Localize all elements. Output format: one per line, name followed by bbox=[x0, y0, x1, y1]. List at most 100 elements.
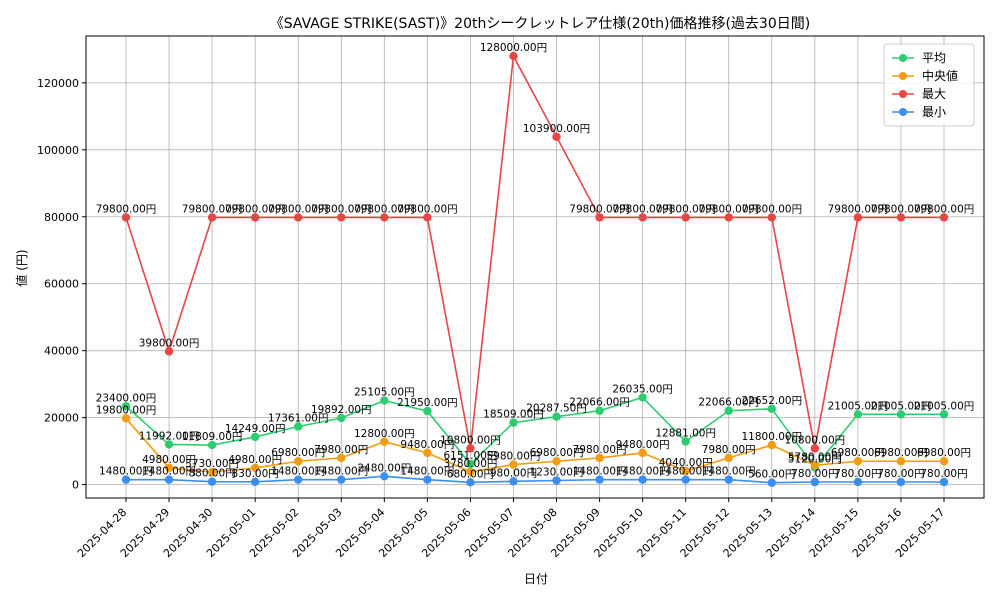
data-point bbox=[595, 213, 604, 222]
data-label: 79800.00円 bbox=[914, 203, 975, 215]
data-label: 22066.00円 bbox=[698, 397, 759, 409]
data-label: 880.00円 bbox=[188, 468, 235, 480]
data-point bbox=[767, 213, 776, 222]
data-label: 21005.00円 bbox=[914, 400, 975, 412]
data-label: 11992.00円 bbox=[139, 430, 200, 442]
data-point bbox=[896, 477, 906, 487]
data-label: 79800.00円 bbox=[569, 203, 630, 215]
data-point bbox=[121, 402, 131, 411]
data-label: 20287.50円 bbox=[526, 403, 587, 415]
data-point bbox=[681, 437, 690, 446]
data-label: 780.00円 bbox=[834, 468, 881, 480]
data-label: 7980.00円 bbox=[573, 444, 627, 456]
data-label: 1480.00円 bbox=[659, 466, 713, 478]
data-point bbox=[121, 213, 131, 222]
data-point bbox=[724, 475, 733, 484]
data-label: 4980.00円 bbox=[228, 454, 282, 466]
data-label: 21005.00円 bbox=[828, 400, 889, 412]
data-point bbox=[423, 406, 432, 416]
data-label: 12800.00円 bbox=[354, 428, 415, 440]
data-label: 3780.00円 bbox=[443, 458, 497, 470]
data-label: 6980.00円 bbox=[271, 447, 325, 459]
legend-box bbox=[883, 43, 975, 127]
y-tick-label: 60000 bbox=[44, 278, 79, 291]
data-point bbox=[552, 412, 561, 421]
data-point bbox=[164, 347, 174, 356]
data-label: 1480.00円 bbox=[702, 466, 756, 478]
series-group bbox=[121, 51, 949, 487]
data-point bbox=[423, 448, 432, 458]
data-label: 79800.00円 bbox=[397, 203, 458, 215]
data-point bbox=[896, 410, 906, 419]
data-point bbox=[552, 132, 561, 141]
data-point bbox=[724, 213, 733, 222]
legend-label: 最大 bbox=[922, 87, 946, 101]
data-point bbox=[207, 213, 217, 222]
data-label: 830.00円 bbox=[232, 468, 279, 480]
data-point bbox=[164, 440, 174, 449]
data-point bbox=[250, 463, 260, 473]
data-label: 560.00円 bbox=[748, 469, 795, 481]
data-label: 780.00円 bbox=[920, 468, 967, 480]
data-label: 5120.00円 bbox=[788, 453, 842, 465]
data-point bbox=[896, 213, 906, 222]
data-point bbox=[681, 475, 690, 484]
data-label: 5980.00円 bbox=[487, 451, 541, 463]
series-line-1 bbox=[125, 396, 944, 469]
data-label: 4980.00円 bbox=[142, 454, 196, 466]
data-point bbox=[767, 440, 776, 450]
data-point bbox=[250, 213, 260, 222]
data-label: 79800.00円 bbox=[225, 203, 286, 215]
data-label: 14249.00円 bbox=[225, 423, 286, 435]
data-label: 79800.00円 bbox=[655, 203, 716, 215]
data-label: 22066.00円 bbox=[569, 397, 630, 409]
data-label: 2480.00円 bbox=[357, 462, 411, 474]
data-label: 79800.00円 bbox=[741, 203, 802, 215]
data-point bbox=[509, 418, 518, 427]
data-point bbox=[896, 457, 906, 466]
data-label: 6980.00円 bbox=[530, 447, 584, 459]
data-point bbox=[294, 457, 303, 466]
data-label: 79800.00円 bbox=[354, 203, 415, 215]
data-point bbox=[810, 444, 820, 453]
data-point bbox=[207, 467, 217, 477]
data-label: 9480.00円 bbox=[616, 439, 670, 451]
data-label: 1230.00円 bbox=[530, 466, 584, 478]
data-point bbox=[337, 475, 346, 484]
data-label: 6980.00円 bbox=[874, 447, 928, 459]
legend-label: 中央値 bbox=[922, 68, 958, 83]
series-line-2 bbox=[125, 417, 944, 473]
data-label: 10800.00円 bbox=[440, 434, 501, 446]
data-point bbox=[380, 437, 389, 446]
data-point bbox=[164, 475, 174, 484]
data-label: 79800.00円 bbox=[698, 203, 759, 215]
data-label: 21005.00円 bbox=[871, 400, 932, 412]
data-label: 11809.00円 bbox=[182, 431, 243, 443]
data-label: 19800.00円 bbox=[96, 404, 157, 416]
data-point bbox=[767, 478, 776, 487]
data-label: 9480.00円 bbox=[400, 439, 454, 451]
grid bbox=[86, 36, 984, 498]
data-label: 1480.00円 bbox=[142, 466, 196, 478]
data-point bbox=[595, 475, 604, 484]
data-point bbox=[552, 457, 561, 466]
data-label: 5780.00円 bbox=[788, 451, 842, 463]
y-tick-label: 120000 bbox=[37, 77, 79, 90]
data-point bbox=[724, 406, 733, 415]
data-label: 17361.00円 bbox=[268, 412, 329, 424]
data-label: 79800.00円 bbox=[96, 203, 157, 215]
data-point bbox=[380, 213, 389, 222]
data-label: 3730.00円 bbox=[185, 458, 239, 470]
y-tick-label: 20000 bbox=[44, 412, 79, 425]
y-tick-label: 40000 bbox=[44, 345, 79, 358]
data-point bbox=[853, 213, 863, 222]
y-tick-label: 100000 bbox=[37, 144, 79, 157]
data-label: 6151.00円 bbox=[443, 450, 497, 462]
data-point bbox=[207, 477, 217, 486]
data-label: 780.00円 bbox=[791, 468, 838, 480]
data-point bbox=[939, 410, 949, 419]
data-point bbox=[466, 459, 475, 469]
